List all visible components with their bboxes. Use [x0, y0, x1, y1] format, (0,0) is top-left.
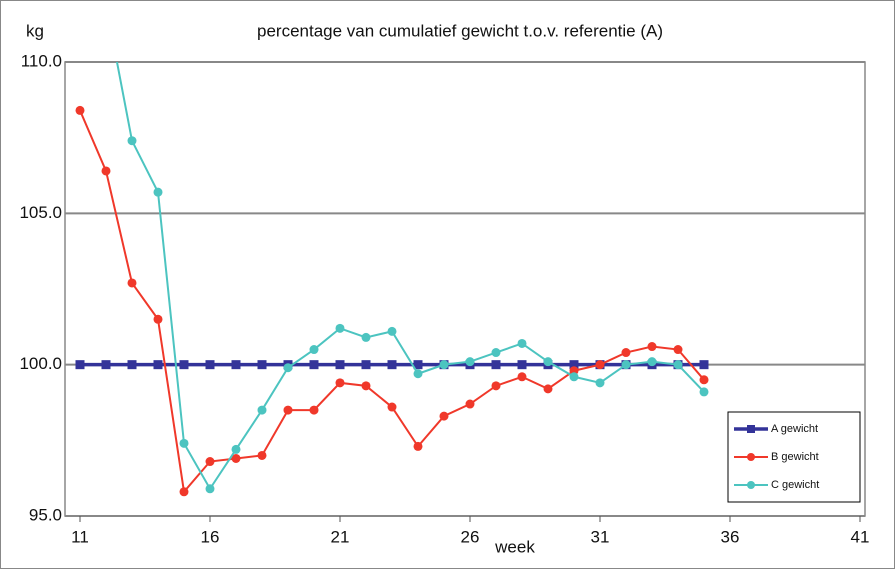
marker [309, 405, 319, 415]
marker [153, 314, 163, 324]
marker [517, 360, 527, 370]
marker [491, 348, 501, 358]
marker [127, 278, 137, 288]
marker [465, 357, 475, 367]
legend-marker [747, 425, 755, 433]
marker [205, 484, 215, 494]
marker [179, 438, 189, 448]
marker [335, 378, 345, 388]
legend-marker [747, 453, 755, 461]
marker [595, 378, 605, 388]
marker [491, 360, 501, 370]
marker [673, 360, 683, 370]
marker [387, 360, 397, 370]
marker [127, 136, 137, 146]
legend-text: B gewicht [771, 451, 819, 463]
marker [205, 360, 215, 370]
x-tick-label: 36 [721, 527, 740, 546]
marker [699, 360, 709, 370]
marker [101, 166, 111, 176]
x-axis-label: week [494, 537, 535, 556]
marker [647, 357, 657, 367]
y-tick-label: 105.0 [19, 203, 62, 222]
marker [387, 326, 397, 336]
marker [387, 402, 397, 412]
marker [647, 342, 657, 352]
marker [127, 360, 137, 370]
chart-title: percentage van cumulatief gewicht t.o.v.… [257, 21, 663, 40]
marker [257, 360, 267, 370]
marker [231, 453, 241, 463]
y-axis-label: kg [26, 21, 44, 40]
series-line [115, 62, 705, 491]
marker [75, 360, 85, 370]
marker [335, 323, 345, 333]
marker [283, 405, 293, 415]
marker [257, 405, 267, 415]
legend-marker [747, 481, 755, 489]
marker [621, 360, 631, 370]
x-tick-label: 26 [461, 527, 480, 546]
marker [413, 369, 423, 379]
marker [543, 384, 553, 394]
marker [153, 187, 163, 197]
marker [361, 381, 371, 391]
marker [699, 375, 709, 385]
x-tick-label: 31 [591, 527, 610, 546]
marker [179, 360, 189, 370]
plot-area [75, 62, 709, 497]
marker [569, 360, 579, 370]
marker [465, 399, 475, 409]
marker [361, 360, 371, 370]
marker [335, 360, 345, 370]
marker [361, 332, 371, 342]
marker [413, 360, 423, 370]
marker [517, 372, 527, 382]
plot-border [64, 61, 866, 517]
marker [439, 411, 449, 421]
marker [257, 450, 267, 460]
marker [153, 360, 163, 370]
x-tick-label: 16 [201, 527, 220, 546]
y-tick-label: 100.0 [19, 354, 62, 373]
legend: A gewicht B gewicht C gewicht [727, 411, 861, 503]
y-tick-label: 110.0 [21, 51, 62, 70]
marker [439, 360, 449, 370]
marker [543, 357, 553, 367]
marker [309, 345, 319, 355]
marker [205, 457, 215, 467]
x-tick-label: 11 [71, 527, 89, 546]
marker [595, 360, 605, 370]
marker [673, 345, 683, 355]
marker [231, 444, 241, 454]
marker [413, 441, 423, 451]
marker [699, 387, 709, 397]
x-tick-label: 21 [331, 527, 350, 546]
x-tick-label: 41 [851, 527, 870, 546]
marker [621, 348, 631, 358]
marker [517, 338, 527, 348]
marker [309, 360, 319, 370]
y-tick-label: 95.0 [29, 505, 62, 524]
legend-text: C gewicht [771, 479, 819, 491]
legend-text: A gewicht [771, 423, 818, 435]
marker [179, 487, 189, 497]
marker [569, 372, 579, 382]
marker [491, 381, 501, 391]
marker [231, 360, 241, 370]
marker [101, 360, 111, 370]
marker [75, 105, 85, 115]
marker [283, 363, 293, 373]
